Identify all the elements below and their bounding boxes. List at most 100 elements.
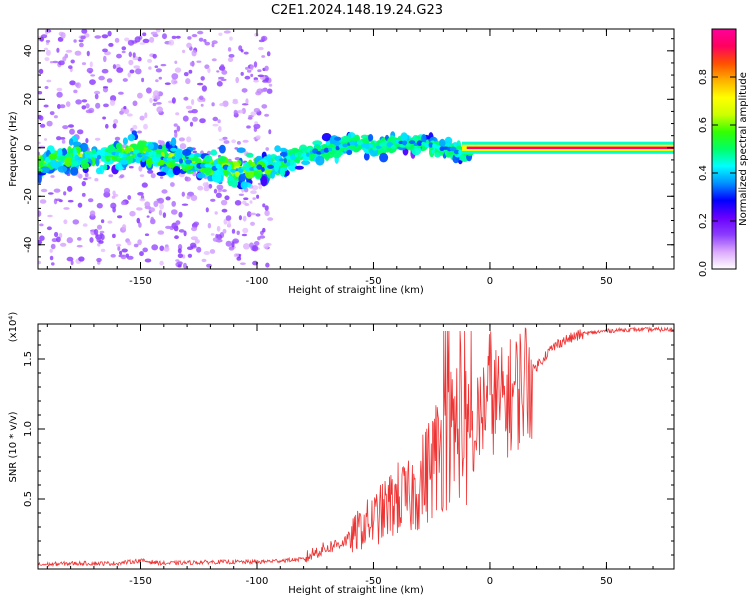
spectrogram-blob	[240, 71, 244, 76]
spectrogram-blob	[189, 121, 194, 127]
spectrogram-blob	[138, 165, 143, 172]
spectrogram-ridge-blob	[267, 164, 274, 169]
spectrogram-blob	[207, 67, 211, 74]
spectrogram-blob	[109, 99, 116, 106]
spectrogram-blob	[96, 202, 103, 209]
spectrogram-blob	[150, 173, 156, 179]
spectrogram-blob	[211, 43, 215, 48]
spectrogram-blob	[218, 126, 222, 132]
spectrogram-blob	[120, 158, 129, 165]
spectrogram-blob	[52, 60, 59, 64]
spectrogram-blob	[230, 179, 239, 188]
colorbar-ticks: 0.0 0.2 0.4 0.6 0.8	[698, 69, 736, 277]
spectrogram-blob	[191, 34, 198, 38]
spectrogram-blob	[134, 36, 141, 43]
spectrogram-blob	[62, 125, 69, 130]
spectrogram-blob	[222, 228, 227, 234]
spectrogram-blob	[260, 88, 268, 93]
spectrogram-blob	[203, 165, 212, 176]
spectrogram-blob	[57, 165, 68, 173]
spectrogram-blob	[211, 58, 217, 62]
spectrogram-ridge-blob	[74, 154, 79, 161]
spectrogram-blob	[94, 137, 101, 141]
spectrogram-blob	[148, 66, 152, 70]
spectrogram-blob	[171, 209, 178, 215]
spectrogram-ridge-blob	[166, 157, 174, 161]
spectrogram-ridge-blob	[283, 158, 287, 164]
spectrogram-blob	[86, 50, 90, 57]
spectrogram-blob	[110, 254, 116, 258]
spectrogram-ridge-blob	[356, 140, 364, 146]
spectrogram-ridge-blob	[424, 142, 430, 148]
spectrogram-blob	[173, 123, 178, 127]
spectrogram-blob	[144, 258, 152, 263]
spectrogram-ticks: -150 -100 -50 0 50 -40 -20 0 20 40	[23, 29, 674, 287]
spectrogram-blob	[168, 39, 175, 46]
spectrogram-blob	[128, 166, 134, 169]
spectrogram-blob	[261, 55, 266, 58]
spectrogram-blob	[50, 243, 56, 250]
spectrogram-ridge-blob	[332, 147, 336, 151]
spectrogram-blob	[49, 248, 53, 253]
spectrogram-blob	[77, 129, 84, 135]
spectrogram-blob	[228, 54, 235, 58]
spectrogram-blob	[434, 152, 441, 158]
spectrogram-blob	[155, 68, 162, 73]
spectrogram-blob	[264, 210, 270, 217]
spectrogram-blob	[80, 142, 89, 153]
colorbar-scale	[711, 28, 737, 270]
spectrogram-ridge-blob	[349, 140, 356, 146]
spectrogram-blob	[73, 89, 78, 94]
spectrogram-blob	[257, 69, 262, 73]
spectrogram-blob	[192, 116, 198, 122]
spectrogram-blob	[225, 215, 232, 222]
spectrogram-blob	[81, 62, 87, 66]
spectrogram-blob	[70, 160, 79, 167]
spectrogram-blob	[177, 253, 184, 259]
spectrogram-blob	[56, 91, 63, 98]
spectrogram-blob	[51, 262, 55, 266]
spectrogram-ridge-blob	[99, 152, 106, 156]
spectrogram-blob	[139, 115, 145, 121]
spectrogram-y-axis-label: Frequency (Hz)	[8, 111, 19, 187]
spectrogram-blob	[46, 226, 52, 231]
spectrogram-ridge-blob	[458, 149, 463, 155]
spectrogram-blob	[128, 59, 134, 66]
spectrogram-blob	[78, 39, 84, 43]
spectrogram-ridge-blob	[294, 152, 299, 158]
spectrogram-blob	[279, 147, 287, 152]
spectrogram-ridge-blob	[300, 152, 308, 158]
spectrogram-blob	[216, 184, 224, 190]
spectrogram-blob	[81, 181, 87, 187]
spectrogram-blob	[229, 36, 233, 41]
spectrogram-blob	[118, 91, 124, 95]
spectrogram-blob	[142, 38, 150, 44]
spectrogram-blob	[255, 213, 261, 217]
snr-panel: -150 -100 -50 0 50 0.5 1.0 1.5 Height of straig…	[8, 312, 675, 596]
spectrogram-blob	[183, 96, 189, 101]
spectrogram-blob	[131, 130, 137, 136]
spectrogram-blob	[102, 86, 109, 89]
spectrogram-blob	[258, 39, 264, 43]
spectrogram-blob	[121, 50, 126, 54]
spectrogram-blob	[153, 90, 160, 97]
spectrogram-ridge-blob	[402, 140, 408, 146]
spectrogram-blob	[70, 260, 74, 266]
spectrogram-blob	[124, 147, 133, 154]
spectrogram-blob	[77, 237, 82, 241]
y-tick-label: -20	[23, 188, 34, 204]
spectrogram-blob	[268, 129, 272, 135]
spectrogram-blob	[228, 246, 235, 251]
colorbar-tick-label: 0.4	[698, 165, 709, 181]
spectrogram-blob	[266, 51, 271, 57]
spectrogram-ridge-blob	[449, 146, 457, 152]
spectrogram-blob	[159, 260, 164, 266]
spectrogram-blob	[133, 243, 139, 248]
spectrogram-blob	[245, 66, 249, 70]
spectrogram-blob	[255, 135, 261, 140]
spectrogram-blob	[39, 223, 44, 227]
spectrogram-blob	[189, 61, 195, 67]
spectrogram-blob	[187, 36, 192, 40]
spectrogram-ridge-blob	[89, 153, 94, 158]
spectrogram-ridge-blob	[132, 149, 140, 155]
